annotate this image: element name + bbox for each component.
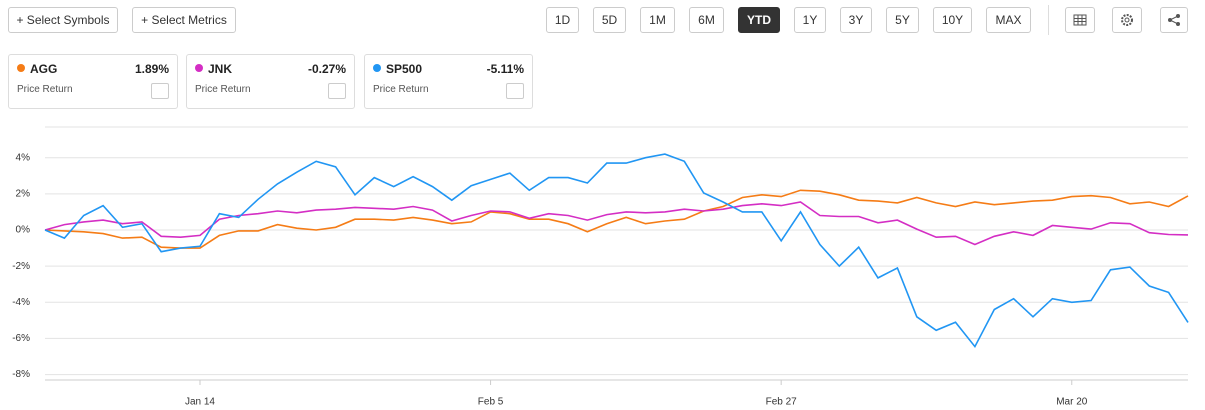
range-button[interactable]: 6M bbox=[689, 7, 724, 33]
x-tick-label: Feb 27 bbox=[766, 397, 798, 408]
x-tick-label: Mar 20 bbox=[1056, 397, 1088, 408]
settings-button[interactable] bbox=[1112, 7, 1142, 33]
legend-return: -5.11% bbox=[486, 62, 524, 76]
y-tick-label: 4% bbox=[16, 152, 31, 163]
legend-metric: Price Return bbox=[373, 84, 429, 95]
x-tick-label: Feb 5 bbox=[478, 397, 504, 408]
y-tick-label: -4% bbox=[12, 297, 30, 308]
select-symbols-button[interactable]: + Select Symbols bbox=[8, 7, 118, 33]
legend-marker bbox=[373, 64, 381, 72]
mini-chart-button[interactable] bbox=[151, 83, 169, 99]
range-button[interactable]: 1D bbox=[546, 7, 579, 33]
series-line bbox=[44, 153, 1189, 349]
share-icon bbox=[1168, 14, 1180, 26]
table-icon bbox=[1073, 14, 1087, 26]
legend-name: JNK bbox=[208, 62, 233, 76]
range-button[interactable]: 1Y bbox=[794, 7, 826, 33]
mini-chart-button[interactable] bbox=[506, 83, 524, 99]
y-tick-label: -2% bbox=[12, 261, 30, 272]
table-button[interactable] bbox=[1065, 7, 1095, 33]
gear-icon bbox=[1121, 14, 1133, 26]
legend-metric: Price Return bbox=[17, 84, 73, 95]
range-button[interactable]: 5D bbox=[593, 7, 626, 33]
x-tick-label: Jan 14 bbox=[185, 397, 215, 408]
range-button[interactable]: 5Y bbox=[886, 7, 919, 33]
y-tick-label: 0% bbox=[16, 225, 31, 236]
range-button[interactable]: 10Y bbox=[933, 7, 972, 33]
legend-marker bbox=[195, 64, 203, 72]
select-metrics-button[interactable]: + Select Metrics bbox=[132, 7, 236, 33]
legend-metric: Price Return bbox=[195, 84, 251, 95]
range-button[interactable]: 3Y bbox=[840, 7, 872, 33]
legend-return: -0.27% bbox=[307, 62, 346, 76]
legend-return: 1.89% bbox=[134, 62, 169, 76]
legend-name: AGG bbox=[30, 62, 58, 76]
y-tick-label: -6% bbox=[12, 333, 30, 344]
legend-marker bbox=[17, 64, 25, 72]
separator bbox=[1048, 5, 1049, 35]
legend-card[interactable]: SP500 -5.11% Price Return bbox=[364, 54, 533, 109]
y-tick-label: 2% bbox=[16, 189, 31, 200]
series-line bbox=[44, 189, 1189, 249]
range-button[interactable]: YTD bbox=[738, 7, 780, 33]
y-tick-label: -8% bbox=[12, 369, 30, 380]
series-line bbox=[44, 201, 1189, 246]
legend-card[interactable]: JNK -0.27% Price Return bbox=[186, 54, 355, 109]
mini-chart-button[interactable] bbox=[328, 83, 346, 99]
range-button[interactable]: 1M bbox=[640, 7, 675, 33]
legend-name: SP500 bbox=[386, 62, 423, 76]
share-button[interactable] bbox=[1160, 7, 1188, 33]
legend-card[interactable]: AGG 1.89% Price Return bbox=[8, 54, 178, 109]
range-button[interactable]: MAX bbox=[986, 7, 1031, 33]
